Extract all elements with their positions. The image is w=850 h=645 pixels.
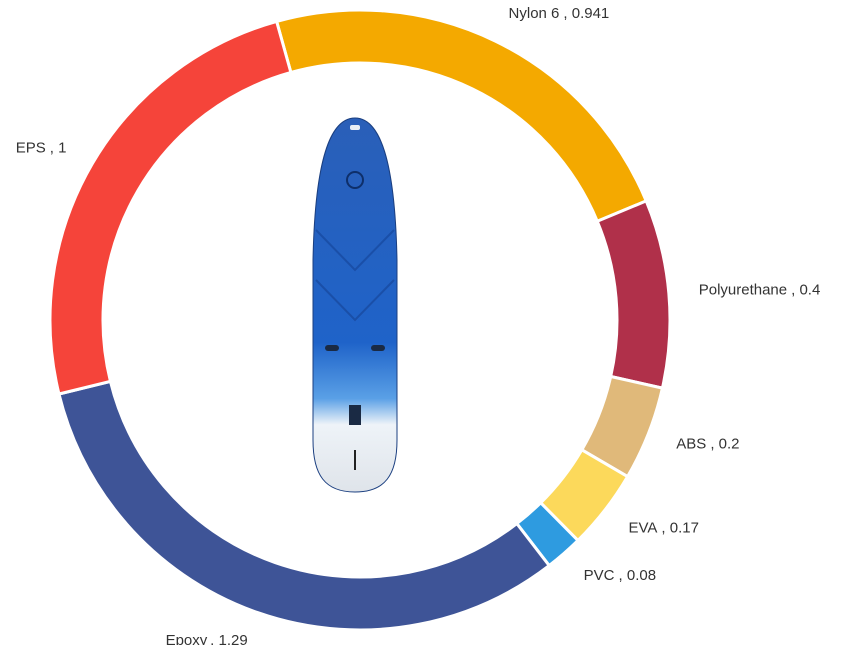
label-name: ABS xyxy=(676,436,706,453)
data-label: PVC, 0.08 xyxy=(584,567,656,584)
label-name: PVC xyxy=(584,567,615,584)
label-name: Epoxy xyxy=(166,632,208,645)
label-value: , 0.941 xyxy=(563,5,609,22)
data-label: EVA, 0.17 xyxy=(629,520,699,537)
donut-segment xyxy=(59,381,549,630)
label-value: , 0.08 xyxy=(619,567,657,584)
label-name: EPS xyxy=(16,139,46,156)
data-label: ABS, 0.2 xyxy=(676,436,739,453)
labels: Nylon 6, 0.941 Polyurethane, 0.4 ABS, 0.2 E… xyxy=(16,5,821,645)
data-label: Nylon 6, 0.941 xyxy=(509,5,610,22)
label-value: , 1 xyxy=(50,139,67,156)
data-label: EPS, 1 xyxy=(16,139,67,156)
label-value: , 0.4 xyxy=(791,282,820,299)
data-label: Epoxy, 1.29 xyxy=(166,632,248,645)
label-value: , 0.17 xyxy=(661,520,699,537)
data-label: Polyurethane, 0.4 xyxy=(699,282,821,299)
label-name: Nylon 6 xyxy=(509,5,560,22)
label-name: Polyurethane xyxy=(699,282,787,299)
donut-segment xyxy=(597,201,670,388)
board-image xyxy=(313,118,397,492)
label-value: , 1.29 xyxy=(210,632,248,645)
label-name: EVA xyxy=(629,520,658,537)
label-value: , 0.2 xyxy=(710,436,739,453)
donut-segment xyxy=(50,21,291,394)
chart: Nylon 6, 0.941 Polyurethane, 0.4 ABS, 0.2 E… xyxy=(0,0,850,645)
page: Nylon 6, 0.941 Polyurethane, 0.4 ABS, 0.2 E… xyxy=(0,0,850,645)
